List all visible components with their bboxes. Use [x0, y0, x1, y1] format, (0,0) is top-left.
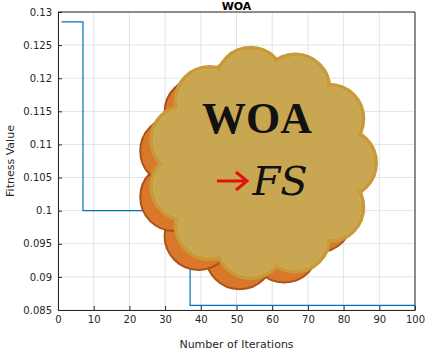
- y-axis-title: Fitness Value: [4, 125, 17, 197]
- logo: WOA FS: [140, 48, 376, 289]
- data-layer: [62, 22, 415, 305]
- tick-mark: [129, 306, 130, 310]
- tick: 0.11: [30, 139, 62, 150]
- grid-line-y: [58, 45, 415, 46]
- logo-arrow: [217, 180, 244, 183]
- tick: 50: [231, 306, 244, 325]
- tick-label: 30: [159, 314, 172, 325]
- tick-mark: [58, 310, 62, 311]
- grid-line-x: [93, 12, 94, 310]
- tick: 0.125: [23, 40, 62, 51]
- tick: 40: [195, 306, 208, 325]
- tick-mark: [344, 306, 345, 310]
- tick-label: 0.105: [23, 172, 52, 183]
- tick-label: 20: [124, 314, 137, 325]
- tick: 90: [373, 306, 386, 325]
- x-axis-title: Number of Iterations: [179, 338, 293, 351]
- tick-mark: [379, 306, 380, 310]
- line: [62, 22, 415, 305]
- tick: 0.13: [30, 7, 62, 18]
- x-axis: 0 10 20 30 40 50 60 70 80 90 100: [55, 306, 425, 325]
- tick-mark: [58, 78, 62, 79]
- tick-label: 0.11: [30, 139, 52, 150]
- tick: 0.085: [23, 305, 62, 316]
- title: WOA: [222, 0, 252, 13]
- tick: 0.09: [30, 272, 62, 283]
- tick-mark: [58, 211, 62, 212]
- tick: 0.1: [36, 205, 62, 216]
- tick-mark: [58, 178, 62, 179]
- logo-text: FS: [251, 158, 307, 204]
- tick-label: 70: [302, 314, 315, 325]
- chart: 01020304050607080901000.0850.090.0950.10…: [0, 0, 445, 362]
- tick-mark: [201, 306, 202, 310]
- axis-line: [58, 13, 59, 311]
- tick-label: 0.095: [23, 238, 52, 249]
- tick-label: 60: [266, 314, 279, 325]
- logo-arrow-head: [236, 172, 247, 190]
- grid-line-x: [379, 12, 380, 310]
- tick: 20: [124, 306, 137, 325]
- tick: 0.105: [23, 172, 62, 183]
- logo-face: [179, 80, 345, 246]
- tick-mark: [272, 306, 273, 310]
- tick-mark: [308, 306, 309, 310]
- tick-label: 80: [338, 314, 351, 325]
- tick-mark: [58, 277, 62, 278]
- axis-line: [59, 310, 416, 311]
- tick-label: 0.085: [23, 305, 52, 316]
- tick: 70: [302, 306, 315, 325]
- tick: 60: [266, 306, 279, 325]
- grid-line-x: [415, 12, 416, 310]
- tick-label: 0.125: [23, 40, 52, 51]
- tick-label: 0.13: [30, 7, 52, 18]
- grid-line-x: [129, 12, 130, 310]
- logo-text: WOA: [202, 94, 312, 143]
- y-axis: 0.085 0.09 0.095 0.1 0.105 0.11 0.115 0.12 0.125…: [23, 7, 62, 316]
- tick-label: 0: [55, 314, 61, 325]
- tick-label: 10: [88, 314, 101, 325]
- tick-mark: [58, 244, 62, 245]
- frame: [415, 12, 416, 310]
- tick-mark: [58, 111, 62, 112]
- tick: 0.12: [30, 73, 62, 84]
- tick-label: 40: [195, 314, 208, 325]
- tick: 30: [159, 306, 172, 325]
- tick-mark: [237, 306, 238, 310]
- tick: 10: [88, 306, 101, 325]
- tick-label: 100: [406, 314, 425, 325]
- tick: 0.095: [23, 238, 62, 249]
- tick-mark: [165, 306, 166, 310]
- tick-label: 0.12: [30, 73, 52, 84]
- tick-mark: [58, 45, 62, 46]
- tick-label: 0.115: [23, 106, 52, 117]
- tick-mark: [58, 144, 62, 145]
- grid: [58, 12, 415, 310]
- tick-label: 90: [373, 314, 386, 325]
- tick-label: 50: [231, 314, 244, 325]
- tick-mark: [94, 306, 95, 310]
- tick-label: 0.1: [36, 205, 52, 216]
- tick: 80: [338, 306, 351, 325]
- tick-label: 0.09: [30, 272, 52, 283]
- tick: 0.115: [23, 106, 62, 117]
- plot-area: [58, 12, 415, 310]
- grid-line-x: [58, 12, 59, 310]
